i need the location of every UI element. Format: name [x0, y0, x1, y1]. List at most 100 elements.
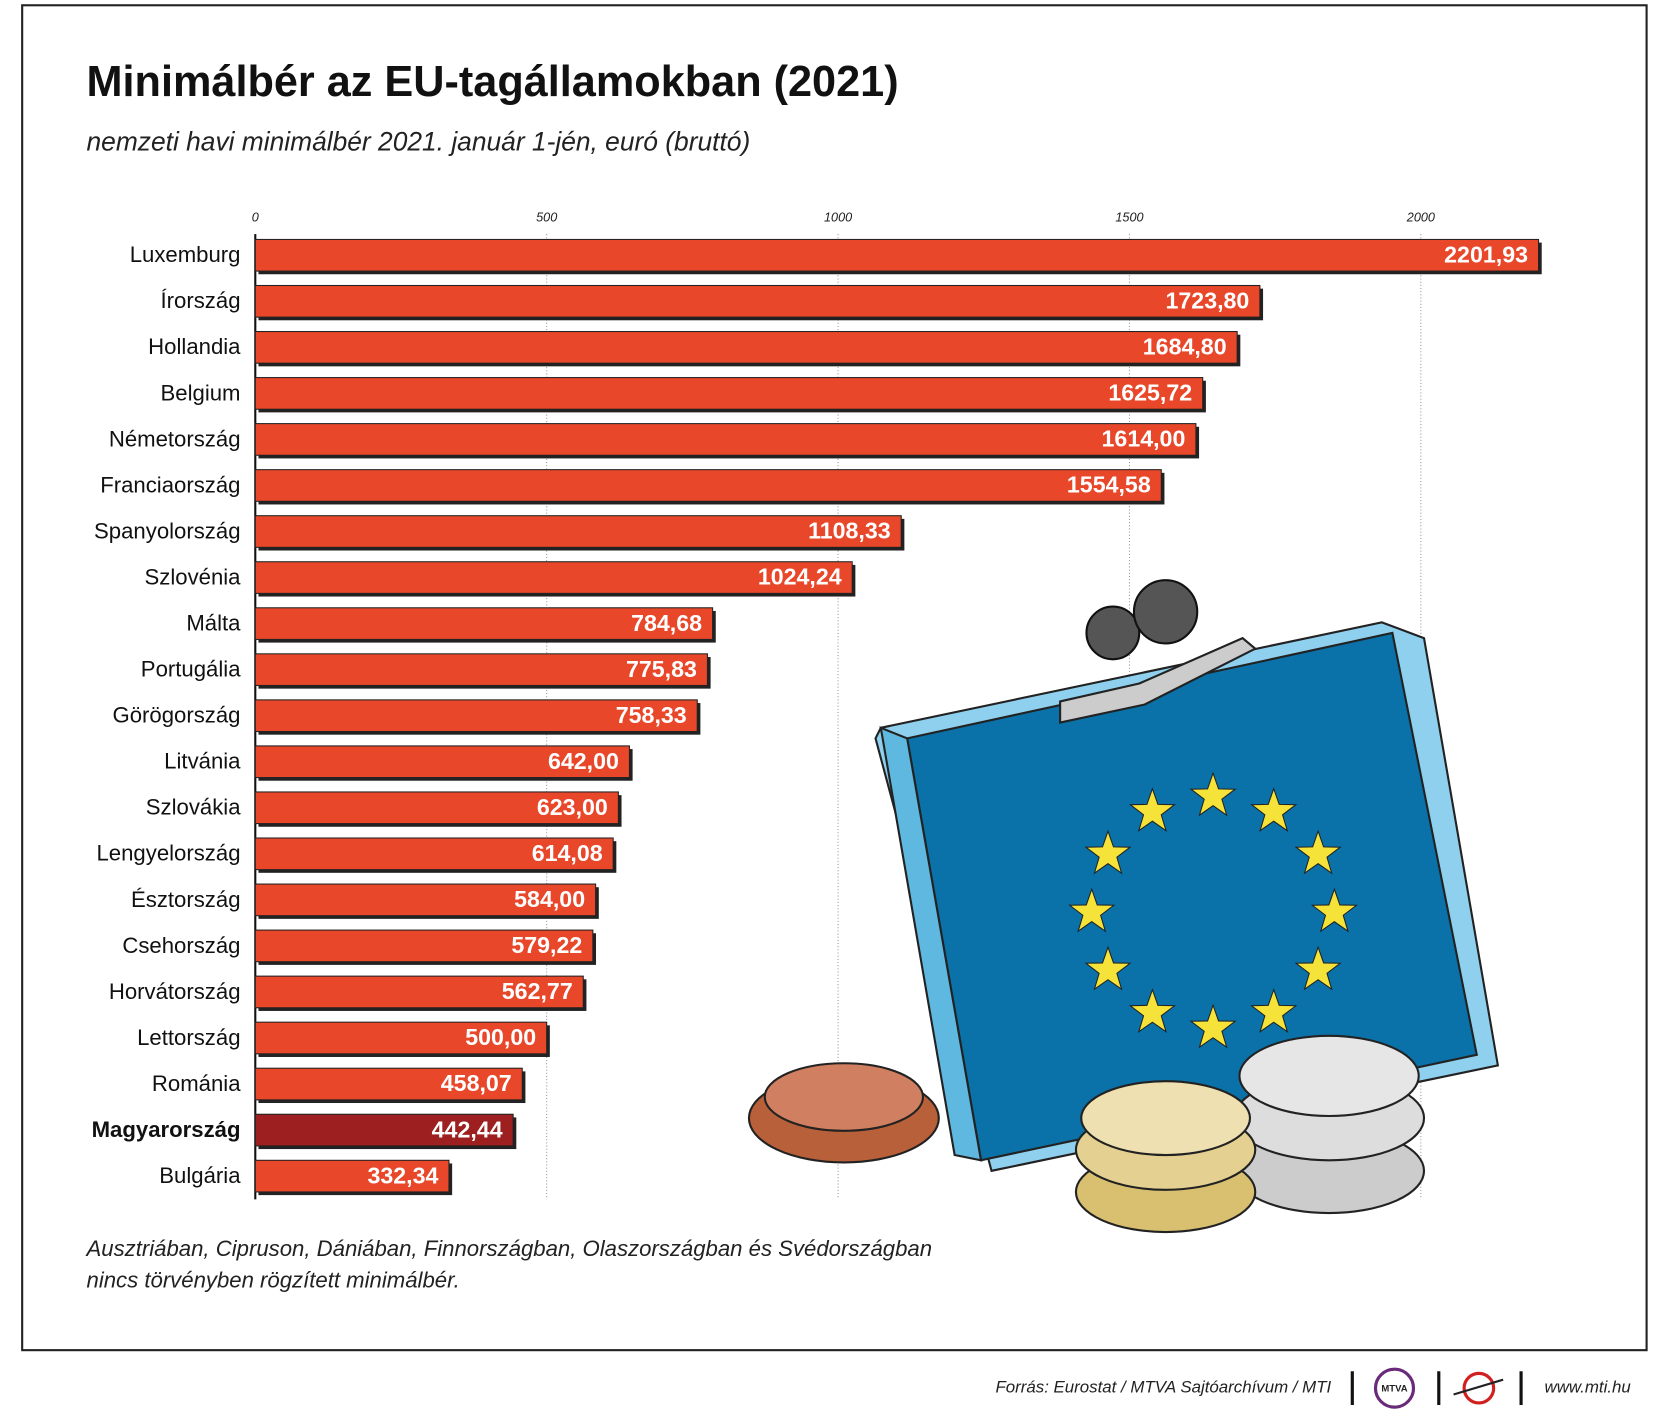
value-label: 623,00: [537, 794, 608, 820]
bar: [254, 1067, 523, 1101]
x-tick-label: 0: [252, 211, 259, 225]
bar: [254, 238, 1540, 272]
chart-subtitle: nemzeti havi minimálbér 2021. január 1-j…: [87, 126, 751, 156]
bar: [254, 975, 584, 1009]
bar: [254, 561, 853, 594]
y-tick-label: Horvátország: [109, 979, 241, 1004]
bar: [254, 1159, 450, 1193]
value-label: 584,00: [514, 886, 585, 912]
y-tick-label: Hollandia: [148, 334, 241, 359]
eu-star: [1084, 829, 1132, 875]
value-label: 1723,80: [1166, 287, 1250, 313]
eu-star: [1250, 787, 1298, 832]
bar: [254, 607, 714, 640]
value-label: 1554,58: [1067, 472, 1151, 498]
bar: [254, 883, 597, 917]
y-tick-label: Portugália: [141, 657, 241, 682]
value-label: 562,77: [502, 978, 573, 1004]
value-label: 642,00: [548, 748, 619, 774]
logo: MTVA: [1381, 1384, 1407, 1395]
eu-star: [1084, 945, 1132, 991]
coin: [1238, 1034, 1420, 1118]
value-label: 614,08: [532, 840, 603, 866]
value-label: 1625,72: [1108, 380, 1192, 406]
frame: [21, 4, 1648, 1352]
note: nincs törvényben rögzített minimálbér.: [87, 1267, 460, 1292]
y-tick-label: Görögország: [113, 703, 241, 728]
bar: [254, 1113, 514, 1147]
y-tick-label: Észtország: [131, 887, 241, 912]
bar: [254, 331, 1238, 364]
chart-title: Minimálbér az EU-tagállamokban (2021): [87, 58, 899, 106]
wallet-clasp: [1059, 636, 1258, 724]
eu-star: [1068, 887, 1116, 933]
eu-star: [1294, 945, 1342, 991]
clasp-knob: [1132, 579, 1199, 645]
y-tick-label: Bulgária: [159, 1163, 241, 1188]
y-tick-label: Németország: [109, 426, 241, 451]
mti-logo: [1462, 1371, 1496, 1405]
x-tick-label: 1000: [824, 211, 852, 225]
value-label: 1684,80: [1143, 334, 1227, 360]
value-label: 458,07: [441, 1070, 512, 1096]
value-label: 1024,24: [758, 564, 842, 590]
website: www.mti.hu: [1545, 1378, 1632, 1397]
value-label: 332,34: [368, 1162, 439, 1188]
coin: [763, 1062, 925, 1132]
clasp-knob: [1085, 605, 1141, 661]
eu-star: [1294, 829, 1342, 875]
y-tick-label: Franciaország: [100, 472, 240, 497]
eu-star: [1189, 1003, 1237, 1049]
eu-star: [1310, 887, 1358, 933]
bar: [254, 653, 708, 686]
eu-star: [1128, 988, 1176, 1034]
x-tick-label: 500: [536, 211, 557, 225]
value-label: 784,68: [631, 610, 702, 636]
y-tick-label: Belgium: [161, 380, 241, 405]
value-label: 442,44: [432, 1116, 503, 1142]
value-label: 758,33: [616, 702, 687, 728]
bar: [254, 469, 1162, 502]
coin: [1080, 1080, 1252, 1157]
bar: [254, 1021, 548, 1055]
source: Forrás: Eurostat / MTVA Sajtóarchívum / …: [995, 1378, 1331, 1397]
eu-star: [1128, 787, 1176, 832]
bar: [254, 377, 1204, 410]
mti-logo: [1453, 1378, 1504, 1396]
bar: [254, 284, 1261, 318]
x-tick-label: 2000: [1406, 211, 1435, 225]
bar: [254, 791, 619, 825]
y-tick-label: Írország: [161, 288, 241, 313]
y-tick-label: Spanyolország: [94, 518, 240, 543]
wallet-side: [879, 726, 983, 1162]
value-label: 2201,93: [1444, 241, 1528, 267]
logo-ring: [1373, 1367, 1416, 1409]
y-tick-label: Luxemburg: [130, 242, 241, 267]
bar: [254, 423, 1197, 456]
value-label: 579,22: [511, 932, 582, 958]
y-tick-label: Magyarország: [92, 1117, 241, 1142]
value-label: 500,00: [465, 1024, 536, 1050]
value-label: 1108,33: [808, 518, 891, 544]
y-tick-label: Szlovákia: [146, 795, 241, 820]
bar: [254, 929, 594, 963]
note: Ausztriában, Cipruson, Dániában, Finnors…: [85, 1236, 933, 1261]
bar: [254, 837, 614, 871]
y-tick-label: Lettország: [137, 1025, 240, 1050]
y-tick-label: Litvánia: [164, 749, 241, 774]
x-tick-label: 1500: [1115, 211, 1143, 225]
bar: [254, 745, 630, 779]
eu-star: [1189, 771, 1237, 817]
eu-star: [1250, 988, 1298, 1034]
y-tick-label: Málta: [186, 611, 241, 636]
y-tick-label: Csehország: [122, 933, 240, 958]
wallet-illustration: [747, 579, 1500, 1234]
y-tick-label: Románia: [152, 1071, 241, 1096]
y-tick-label: Szlovénia: [145, 564, 242, 589]
value-label: 1614,00: [1102, 426, 1186, 452]
value-label: 775,83: [626, 656, 697, 682]
y-tick-label: Lengyelország: [97, 841, 241, 866]
bar: [254, 515, 902, 548]
bar: [254, 699, 698, 733]
